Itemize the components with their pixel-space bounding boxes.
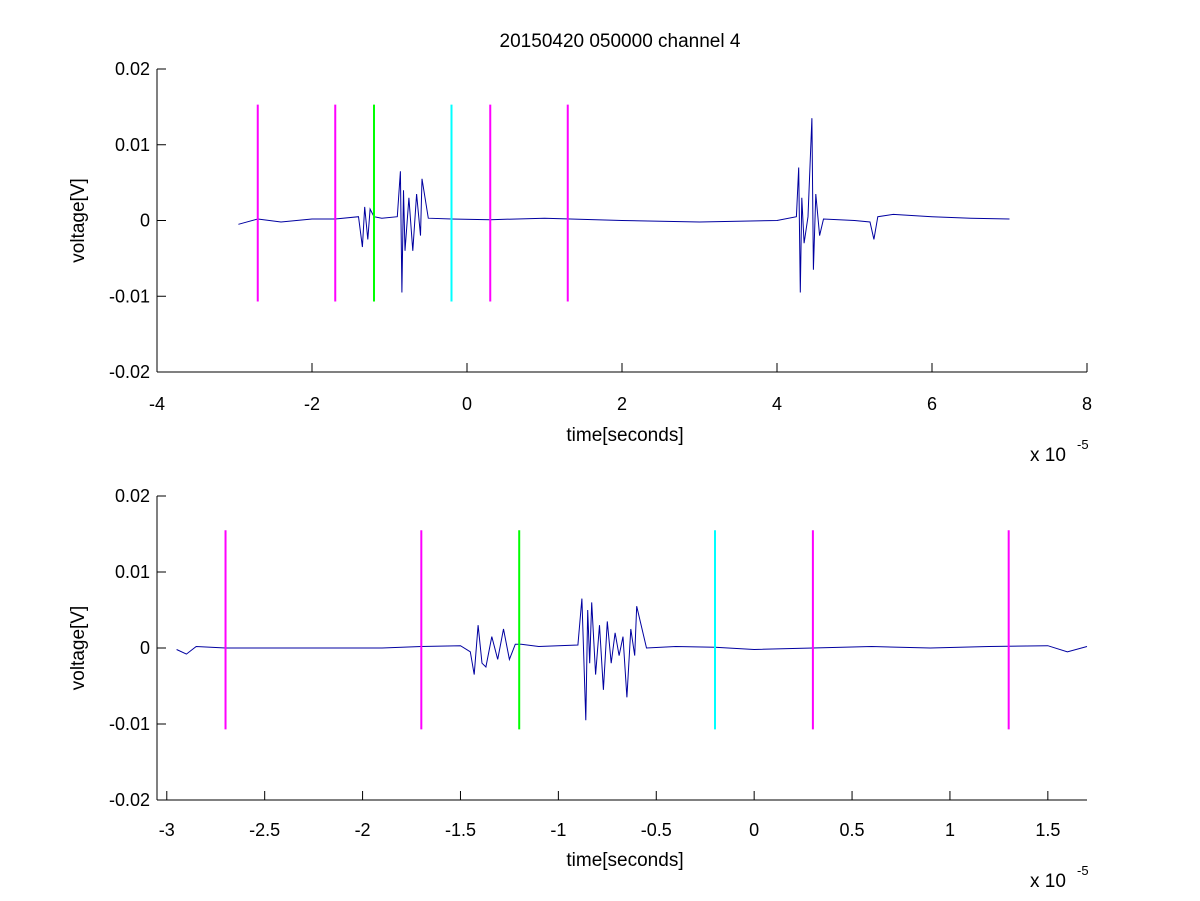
x-tick-label: -4 [149, 394, 165, 414]
x-tick-label: 4 [772, 394, 782, 414]
signal-series-line [176, 598, 1088, 721]
x-tick-label: -2.5 [249, 820, 280, 840]
x-tick-label: 0.5 [840, 820, 865, 840]
x-tick-label: -1.5 [445, 820, 476, 840]
y-tick-label: 0.01 [115, 135, 150, 155]
x-multiplier-exponent: -5 [1077, 863, 1089, 878]
y-tick-label: -0.02 [109, 790, 150, 810]
y-axis-label: voltage[V] [68, 606, 89, 691]
y-tick-label: 0.01 [115, 562, 150, 582]
y-tick-label: -0.01 [109, 286, 150, 306]
y-tick-label: 0.02 [115, 486, 150, 506]
chart-title: 20150420 050000 channel 4 [500, 31, 741, 52]
x-tick-label: 0 [462, 394, 472, 414]
signal-series-line [238, 118, 1010, 293]
x-tick-label: 2 [617, 394, 627, 414]
bottom-panel: 0.02 0.01 0 -0.01 -0.02 -3 -2.5 -2 -1.5 -1 -0.5 0 0.… [68, 486, 1089, 892]
x-tick-label: 6 [927, 394, 937, 414]
x-axis-label: time[seconds] [566, 425, 683, 446]
y-tick-label: 0.02 [115, 59, 150, 79]
x-tick-label: -2 [355, 820, 371, 840]
y-axis-label: voltage[V] [68, 178, 89, 263]
x-tick-label: 0 [749, 820, 759, 840]
x-tick-label: -1 [550, 820, 566, 840]
x-tick-label: 1.5 [1035, 820, 1060, 840]
y-tick-label: 0 [140, 211, 150, 231]
x-multiplier-label: x 10 [1030, 445, 1066, 466]
y-tick-label: -0.01 [109, 714, 150, 734]
x-tick-label: 1 [945, 820, 955, 840]
x-multiplier-exponent: -5 [1077, 437, 1089, 452]
y-tick-label: 0 [140, 638, 150, 658]
x-tick-label: -2 [304, 394, 320, 414]
x-tick-label: -0.5 [641, 820, 672, 840]
x-multiplier-label: x 10 [1030, 871, 1066, 892]
y-tick-label: -0.02 [109, 362, 150, 382]
top-panel: 0.02 0.01 0 -0.01 -0.02 -4 -2 0 2 4 6 8 time[seconds… [68, 59, 1092, 466]
x-tick-label: 8 [1082, 394, 1092, 414]
x-axis-label: time[seconds] [566, 850, 683, 871]
x-tick-label: -3 [159, 820, 175, 840]
